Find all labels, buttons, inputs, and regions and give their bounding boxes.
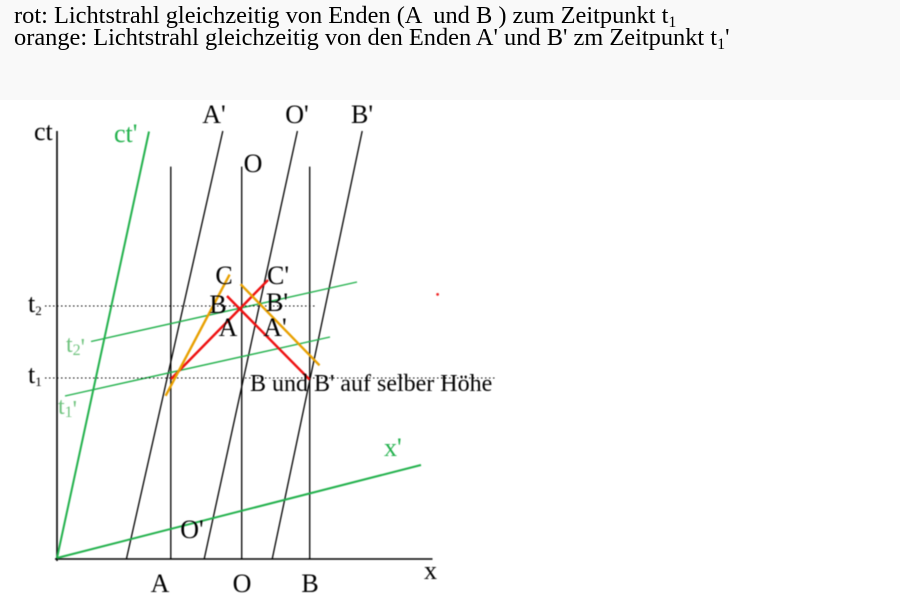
svg-text:O: O	[244, 149, 263, 178]
svg-text:A': A'	[202, 100, 225, 129]
svg-text:C: C	[215, 261, 232, 290]
svg-text:t2: t2	[28, 289, 42, 318]
svg-text:A': A'	[263, 313, 286, 342]
svg-text:B: B	[301, 569, 318, 598]
svg-text:x: x	[424, 556, 437, 585]
svg-text:t1: t1	[28, 360, 42, 389]
svg-text:A: A	[151, 569, 170, 598]
svg-text:A: A	[219, 313, 238, 342]
svg-text:B und B' auf selber Höhe: B und B' auf selber Höhe	[250, 371, 492, 397]
svg-text:ct': ct'	[114, 119, 137, 148]
svg-text:O': O'	[180, 515, 203, 544]
svg-text:ct: ct	[34, 117, 54, 146]
svg-text:t1': t1'	[58, 394, 77, 423]
svg-text:O: O	[233, 569, 252, 598]
svg-text:t2': t2'	[66, 332, 85, 361]
svg-text:O': O'	[285, 100, 308, 129]
svg-text:x': x'	[384, 433, 402, 462]
svg-text:B': B'	[351, 100, 373, 129]
svg-text:C': C'	[267, 261, 289, 290]
